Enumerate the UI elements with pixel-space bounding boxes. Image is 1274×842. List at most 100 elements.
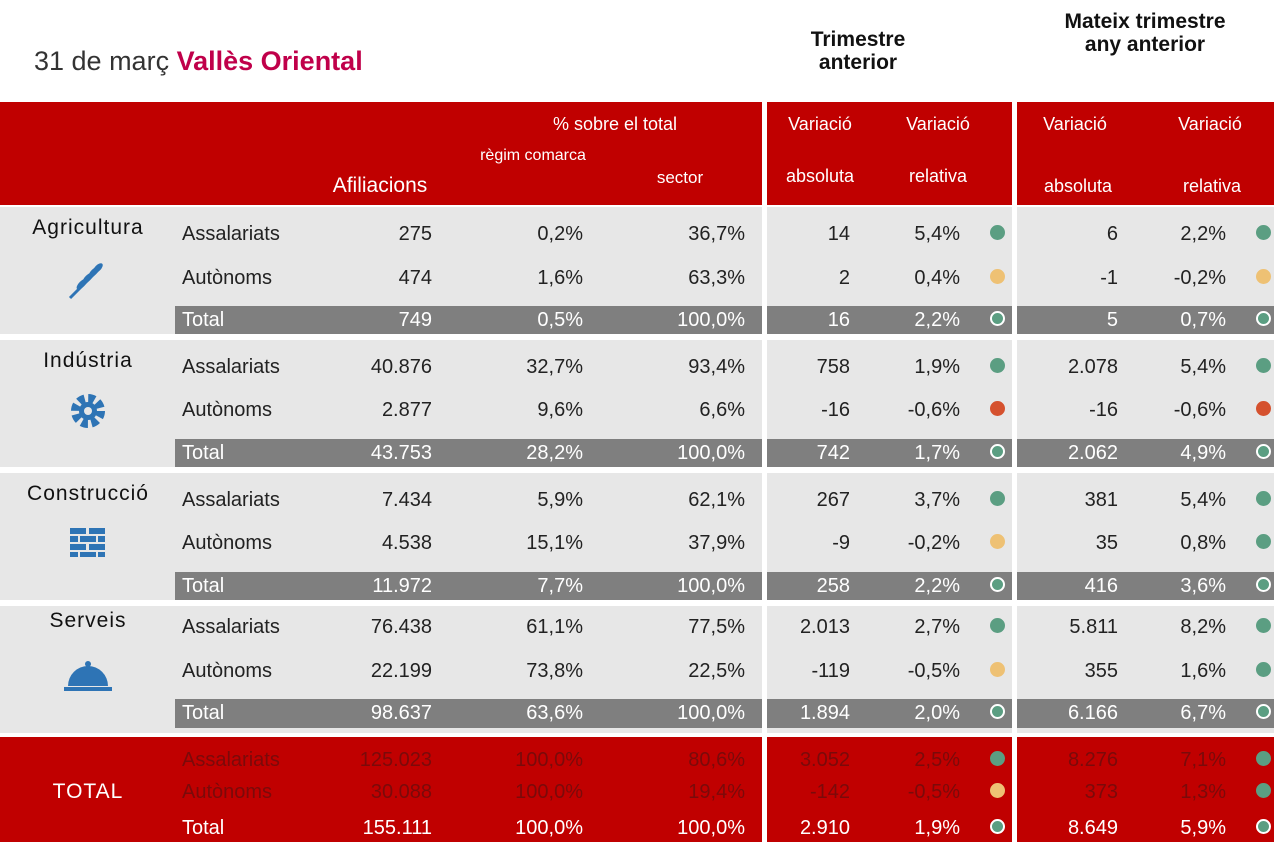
cell-value: 3,6% [1180,575,1226,597]
col-header: sector [656,168,704,187]
status-dot [1256,269,1271,284]
cell-value: 7,1% [1180,749,1226,771]
cell-value: 1,3% [1180,781,1226,803]
cell-value: 2,0% [914,702,960,724]
status-dot [990,225,1005,240]
cell-value: 416 [1084,575,1118,597]
status-dot [990,444,1005,459]
cell-value: 2,2% [1180,223,1226,245]
cell-value: 267 [816,489,850,511]
status-dot [1256,783,1271,798]
status-dot [990,662,1005,677]
cell-value: 73,8% [526,660,583,682]
col-header: Variació [1178,114,1242,134]
row-separator [0,733,1274,737]
col-header: règim comarca [480,147,586,164]
cell-value: 4.538 [381,532,432,554]
row-separator [0,334,1274,340]
cell-value: 40.876 [370,356,432,378]
cell-value: -0,2% [907,532,960,554]
status-dot [1256,704,1271,719]
cell-value: 80,6% [688,749,745,771]
status-dot [1256,358,1271,373]
cell-value: -142 [809,781,850,803]
col-header: relativa [908,166,968,186]
cell-value: 474 [398,267,432,289]
cell-value: 77,5% [688,616,745,638]
cell-value: 43.753 [370,442,432,464]
status-dot [1256,618,1271,633]
status-dot [1256,311,1271,326]
cell-value: 8.276 [1067,749,1118,771]
cell-value: -0,6% [907,399,960,421]
cell-value: 155.111 [362,817,432,839]
cell-value: 742 [816,442,850,464]
cell-value: 100,0% [677,702,745,724]
cell-value: 3.052 [799,749,850,771]
sector-name: Construcció [27,482,149,505]
col-header: absoluta [1043,176,1113,196]
row-type: Total [182,575,225,597]
cell-value: 36,7% [688,223,745,245]
cell-value: 6,6% [699,399,745,421]
status-dot [990,534,1005,549]
cell-value: 275 [398,223,432,245]
cell-value: 2.910 [799,817,850,839]
cell-value: 2.877 [381,399,432,421]
cell-value: -0,5% [907,660,960,682]
col-header: Variació [788,114,852,134]
row-separator [0,600,1274,606]
cell-value: 0,7% [1180,309,1226,331]
cell-value: -0,2% [1173,267,1226,289]
cell-value: 7,7% [537,575,583,597]
cell-value: 22,5% [688,660,745,682]
row-type: Total [182,442,225,464]
total-band [175,306,1274,335]
status-dot [1256,491,1271,506]
col-header: % sobre el total [552,114,678,134]
cell-value: 62,1% [688,489,745,511]
cell-value: 355 [1084,660,1118,682]
group-title: Trimestre anterior [810,28,906,74]
status-dot [990,577,1005,592]
sector-name: TOTAL [52,780,124,803]
cell-value: -1 [1100,267,1118,289]
cell-value: 63,6% [526,702,583,724]
block-bg [0,737,1274,842]
col-header: Variació [906,114,970,134]
row-type: Assalariats [182,749,280,771]
cell-value: 100,0% [515,781,583,803]
cell-value: 76.438 [370,616,432,638]
status-dot [990,491,1005,506]
cell-value: -16 [821,399,850,421]
row-type: Assalariats [182,616,280,638]
cell-value: 2.078 [1067,356,1118,378]
cell-value: 373 [1084,781,1118,803]
cell-value: 8.649 [1067,817,1118,839]
cell-value: 100,0% [515,817,583,839]
col-header: Variació [1043,114,1107,134]
cell-value: 7.434 [381,489,432,511]
row-type: Autònoms [182,399,273,421]
header-band [0,102,1274,205]
status-dot [1256,662,1271,677]
col-header: absoluta [785,166,855,186]
cell-value: -9 [832,532,850,554]
status-dot [1256,819,1271,834]
cell-value: 2,5% [914,749,960,771]
cell-value: 4,9% [1180,442,1226,464]
cell-value: 0,5% [537,309,583,331]
status-dot [1256,444,1271,459]
cell-value: 8,2% [1180,616,1226,638]
cell-value: 2 [838,267,850,289]
cell-value: 6,7% [1180,702,1226,724]
title: 31 de març Vallès Oriental [34,46,363,77]
cell-value: 5,4% [1180,356,1226,378]
cell-value: -16 [1089,399,1118,421]
row-separator [0,467,1274,473]
cell-value: 5,9% [1180,817,1226,839]
title-date: 31 de març [34,46,170,76]
cell-value: 35 [1095,532,1118,554]
cell-value: 63,3% [688,267,745,289]
cell-value: 1,6% [1180,660,1226,682]
